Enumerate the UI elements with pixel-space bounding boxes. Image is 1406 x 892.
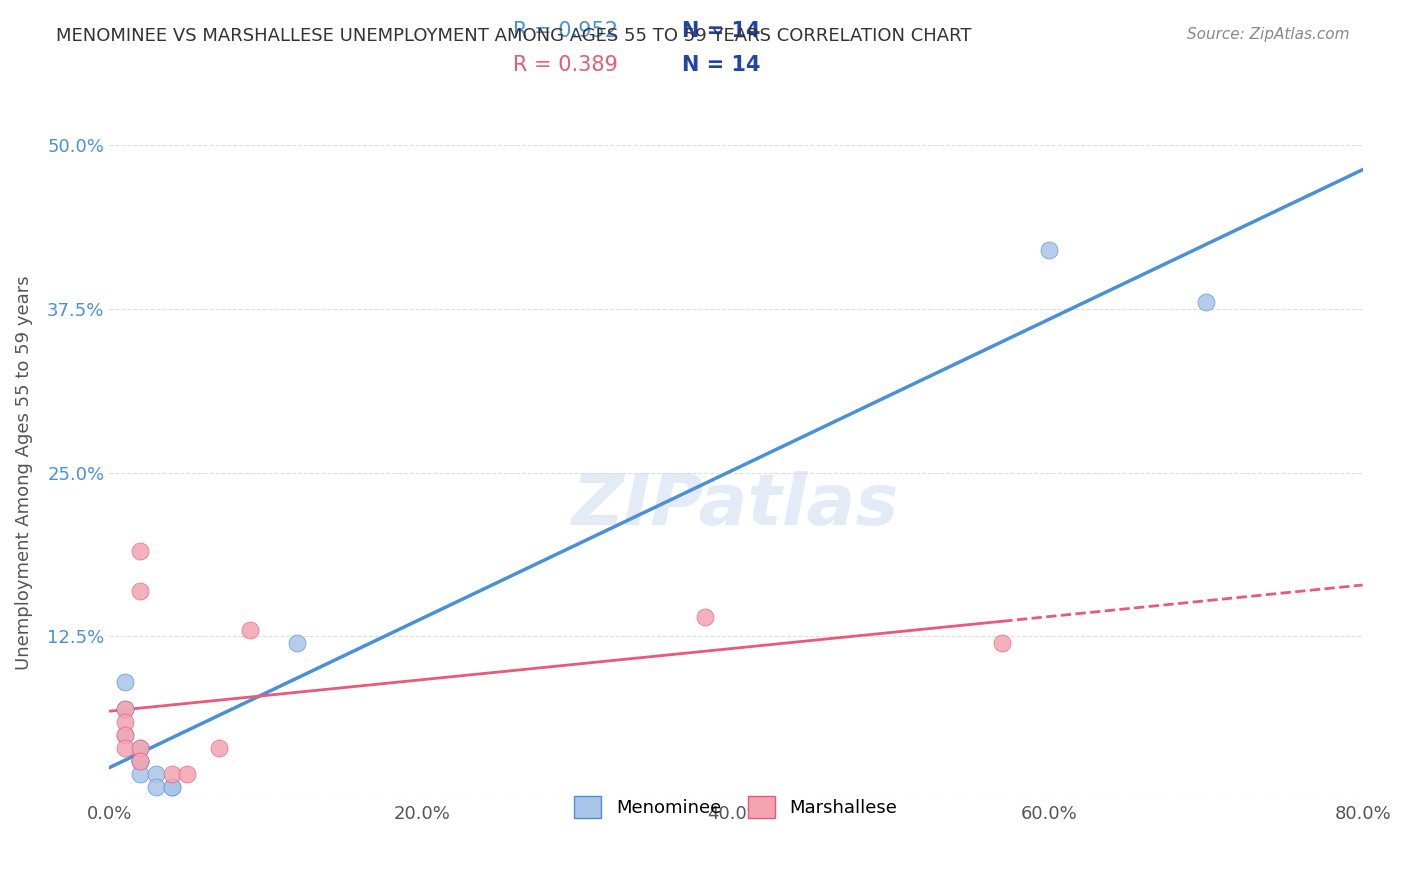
Point bbox=[114, 701, 136, 715]
Point bbox=[160, 767, 183, 781]
Point bbox=[129, 544, 152, 558]
Point bbox=[208, 740, 231, 755]
Point bbox=[129, 754, 152, 768]
Point bbox=[129, 754, 152, 768]
Text: N = 14: N = 14 bbox=[682, 21, 761, 41]
Text: R = 0.952: R = 0.952 bbox=[513, 21, 619, 41]
Point bbox=[129, 583, 152, 598]
Text: Source: ZipAtlas.com: Source: ZipAtlas.com bbox=[1187, 27, 1350, 42]
Point bbox=[693, 609, 716, 624]
Point bbox=[239, 623, 262, 637]
Point bbox=[129, 754, 152, 768]
Point bbox=[129, 740, 152, 755]
Text: R = 0.389: R = 0.389 bbox=[513, 55, 619, 75]
Point bbox=[129, 740, 152, 755]
Y-axis label: Unemployment Among Ages 55 to 59 years: Unemployment Among Ages 55 to 59 years bbox=[15, 276, 32, 670]
Legend: Menominee, Marshallese: Menominee, Marshallese bbox=[561, 783, 910, 830]
Point bbox=[114, 728, 136, 742]
Point bbox=[145, 780, 167, 794]
Text: N = 14: N = 14 bbox=[682, 55, 761, 75]
Point bbox=[114, 701, 136, 715]
Point bbox=[160, 780, 183, 794]
Point bbox=[285, 636, 308, 650]
Point bbox=[145, 767, 167, 781]
Text: MENOMINEE VS MARSHALLESE UNEMPLOYMENT AMONG AGES 55 TO 59 YEARS CORRELATION CHAR: MENOMINEE VS MARSHALLESE UNEMPLOYMENT AM… bbox=[56, 27, 972, 45]
Point bbox=[129, 767, 152, 781]
Point bbox=[114, 740, 136, 755]
Text: ZIPatlas: ZIPatlas bbox=[572, 471, 900, 540]
Point bbox=[114, 728, 136, 742]
Point bbox=[991, 636, 1014, 650]
Point bbox=[176, 767, 198, 781]
Point bbox=[114, 675, 136, 690]
Point bbox=[160, 780, 183, 794]
Point bbox=[114, 714, 136, 729]
Point bbox=[1195, 295, 1218, 310]
Point bbox=[1038, 243, 1060, 257]
